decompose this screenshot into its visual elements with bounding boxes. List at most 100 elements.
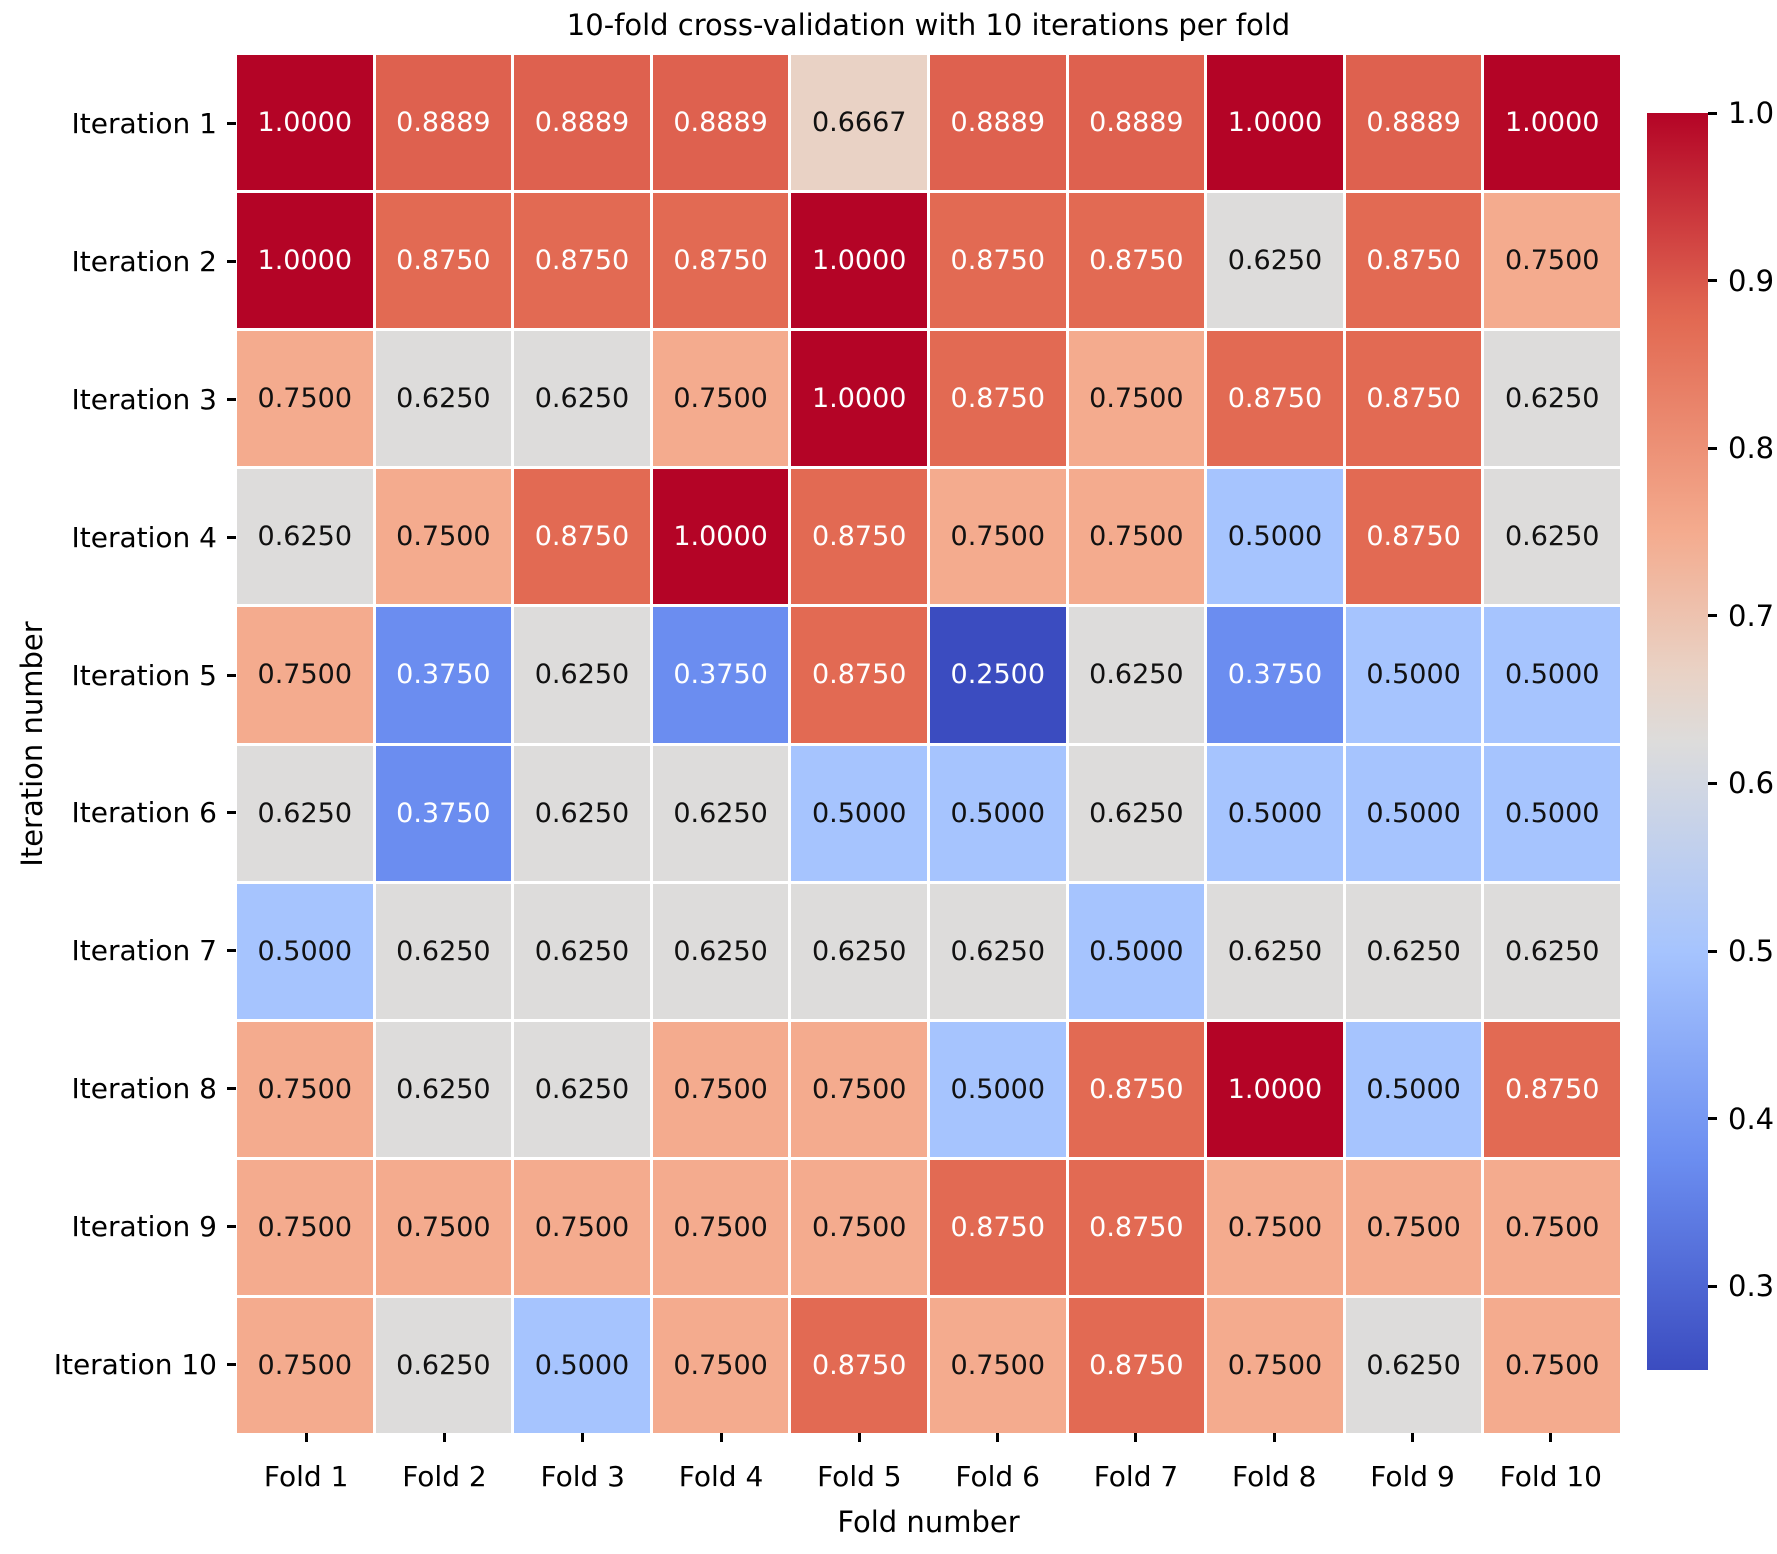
heatmap-cell: 0.7500: [652, 1021, 789, 1157]
heatmap-cell: 0.5000: [1345, 745, 1482, 881]
heatmap-cell: 1.0000: [1484, 55, 1620, 191]
y-tick-label: Iteration 7: [0, 882, 237, 1020]
heatmap-cell: 0.5000: [1345, 1021, 1482, 1157]
heatmap-cell: 0.6667: [791, 55, 927, 191]
heatmap-cell: 0.8750: [375, 193, 512, 329]
heatmap-cell: 0.7500: [652, 331, 789, 467]
heatmap-cell: 0.7500: [237, 331, 373, 467]
heatmap-cell: 0.8750: [791, 1297, 927, 1433]
colorbar-tick-value: 0.9: [1728, 263, 1775, 298]
colorbar-tick-mark: [1708, 1117, 1717, 1121]
x-tick-label: Fold 8: [1205, 1433, 1343, 1495]
heatmap-cell: 0.6250: [375, 883, 512, 1019]
heatmap-cell: 0.8750: [1207, 331, 1343, 467]
heatmap-cell: 0.7500: [1484, 1159, 1620, 1295]
heatmap-cell: 0.7500: [237, 1021, 373, 1157]
heatmap-cell: 0.8750: [1068, 193, 1205, 329]
heatmap-cell: 0.7500: [930, 1297, 1066, 1433]
x-axis-tick-labels: Fold 1 Fold 2 Fold 3 Fold 4 Fold 5 Fold 6 Fold…: [237, 1433, 1620, 1495]
y-tick-label: Iteration 10: [0, 1295, 237, 1433]
heatmap-cell: 0.6250: [1207, 883, 1343, 1019]
heatmap-cell: 0.6250: [1068, 745, 1205, 881]
heatmap-cell: 0.7500: [791, 1159, 927, 1295]
heatmap-cell: 0.5000: [514, 1297, 650, 1433]
heatmap-cell: 0.3750: [375, 607, 512, 743]
heatmap-cell: 0.5000: [930, 1021, 1066, 1157]
colorbar-tick-mark: [1708, 781, 1717, 785]
heatmap-cell: 0.6250: [1345, 883, 1482, 1019]
heatmap-cell: 0.8889: [1345, 55, 1482, 191]
heatmap-cell: 0.7500: [1207, 1297, 1343, 1433]
heatmap-cell: 0.8750: [1345, 469, 1482, 605]
heatmap-cell: 0.7500: [791, 1021, 927, 1157]
y-tick-label: Iteration 3: [0, 331, 237, 469]
heatmap-cell: 1.0000: [237, 55, 373, 191]
heatmap-cell: 0.7500: [237, 1297, 373, 1433]
heatmap-cell: 0.8750: [791, 607, 927, 743]
colorbar-tick-value: 0.6: [1728, 766, 1775, 801]
colorbar-tick-mark: [1708, 446, 1717, 450]
heatmap-cell: 0.5000: [1207, 469, 1343, 605]
chart-title: 10-fold cross-validation with 10 iterati…: [566, 8, 1291, 42]
heatmap-cell: 0.5000: [1345, 607, 1482, 743]
heatmap-cell: 0.7500: [1345, 1159, 1482, 1295]
heatmap-cell: 0.7500: [375, 469, 512, 605]
y-tick-label: Iteration 6: [0, 744, 237, 882]
heatmap-cell: 0.7500: [237, 607, 373, 743]
colorbar-tick-mark: [1708, 111, 1717, 115]
heatmap-cell: 0.3750: [652, 607, 789, 743]
heatmap-cell: 0.6250: [1068, 607, 1205, 743]
y-tick-label: Iteration 5: [0, 606, 237, 744]
heatmap-cell: 0.5000: [791, 745, 927, 881]
heatmap-cell: 0.7500: [652, 1297, 789, 1433]
heatmap-cell: 0.6250: [514, 883, 650, 1019]
heatmap-cell: 0.8750: [930, 193, 1066, 329]
heatmap-cell: 1.0000: [652, 469, 789, 605]
y-tick-label: Iteration 8: [0, 1020, 237, 1158]
heatmap-cell: 0.8750: [1068, 1297, 1205, 1433]
y-tick-label: Iteration 4: [0, 468, 237, 606]
heatmap-cell: 0.6250: [514, 1021, 650, 1157]
heatmap-cell: 0.6250: [514, 331, 650, 467]
x-tick-label: Fold 9: [1343, 1433, 1481, 1495]
x-tick-label: Fold 2: [375, 1433, 513, 1495]
x-tick-label: Fold 4: [652, 1433, 790, 1495]
heatmap-cell: 1.0000: [1207, 1021, 1343, 1157]
colorbar-tick-mark: [1708, 279, 1717, 283]
colorbar-tick-value: 0.5: [1728, 934, 1775, 968]
heatmap-cell: 0.8750: [930, 1159, 1066, 1295]
heatmap-cell: 0.6250: [375, 331, 512, 467]
heatmap-cell: 0.5000: [930, 745, 1066, 881]
heatmap-cell: 0.5000: [1207, 745, 1343, 881]
heatmap-cell: 0.6250: [791, 883, 927, 1019]
heatmap-cell: 0.7500: [930, 469, 1066, 605]
heatmap-cell: 0.8750: [652, 193, 789, 329]
heatmap-cell: 0.7500: [1484, 1297, 1620, 1433]
heatmap-cell: 0.6250: [375, 1021, 512, 1157]
heatmap-cell: 1.0000: [237, 193, 373, 329]
heatmap-grid: 1.0000 0.8889 0.8889 0.8889 0.6667 0.8889 0.88…: [237, 55, 1620, 1433]
heatmap-cell: 0.6250: [1345, 1297, 1482, 1433]
heatmap-cell: 0.8889: [930, 55, 1066, 191]
colorbar-tick-value: 0.3: [1728, 1269, 1775, 1304]
heatmap-cell: 0.6250: [375, 1297, 512, 1433]
colorbar-tick-mark: [1708, 614, 1717, 618]
heatmap-cell: 0.8750: [514, 193, 650, 329]
heatmap-cell: 0.3750: [375, 745, 512, 881]
heatmap-cell: 0.6250: [652, 883, 789, 1019]
heatmap-cell: 0.6250: [1207, 193, 1343, 329]
heatmap-cell: 0.8889: [514, 55, 650, 191]
heatmap-cell: 0.6250: [1484, 469, 1620, 605]
x-tick-label: Fold 6: [929, 1433, 1067, 1495]
heatmap-cell: 0.5000: [1068, 883, 1205, 1019]
heatmap-cell: 0.7500: [1484, 193, 1620, 329]
y-tick-label: Iteration 2: [0, 193, 237, 331]
y-tick-label: Iteration 9: [0, 1157, 237, 1295]
x-tick-label: Fold 1: [237, 1433, 375, 1495]
heatmap-cell: 0.8889: [1068, 55, 1205, 191]
heatmap-cell: 0.8750: [1068, 1159, 1205, 1295]
heatmap-cell: 0.8750: [791, 469, 927, 605]
heatmap-cell: 0.8750: [514, 469, 650, 605]
heatmap-cell: 0.8750: [930, 331, 1066, 467]
